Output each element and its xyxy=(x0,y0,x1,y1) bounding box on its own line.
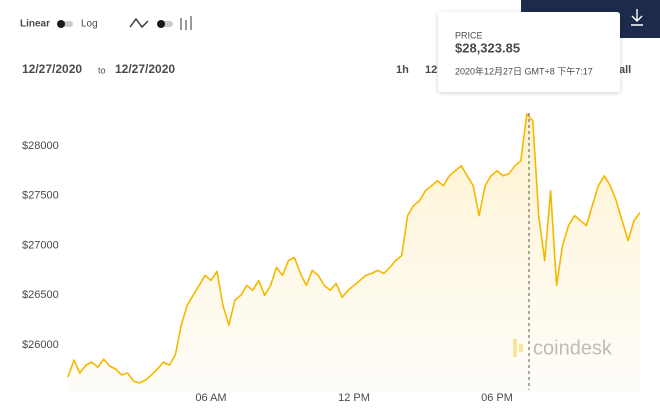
range-button[interactable]: 12 xyxy=(425,64,437,76)
x-tick-label: 06 AM xyxy=(195,392,226,404)
tooltip-time: 2020年12月27日 GMT+8 下午7:17 xyxy=(455,65,593,76)
y-tick-label: $27000 xyxy=(22,239,59,251)
y-tick-label: $26000 xyxy=(22,339,59,351)
watermark-text: coindesk xyxy=(533,337,613,359)
date-to[interactable]: 12/27/2020 xyxy=(115,62,175,76)
area xyxy=(68,114,640,392)
price-line xyxy=(67,113,641,384)
tooltip-value: $28,323.85 xyxy=(455,40,520,55)
tooltip-label: PRICE xyxy=(455,30,483,40)
type-toggle-knob xyxy=(157,20,165,28)
y-tick-label: $26500 xyxy=(22,289,59,301)
range-button[interactable]: 1h xyxy=(396,64,409,76)
range-button[interactable]: all xyxy=(619,64,631,76)
watermark: coindesk xyxy=(513,337,613,359)
date-from[interactable]: 12/27/2020 xyxy=(22,62,82,76)
date-separator: to xyxy=(98,65,106,75)
scale-log[interactable]: Log xyxy=(81,19,98,30)
line-icon[interactable] xyxy=(129,17,149,29)
y-tick-label: $28000 xyxy=(22,140,59,152)
tooltip: PRICE $28,323.85 2020年12月27日 GMT+8 下午7:1… xyxy=(438,12,620,92)
y-tick-label: $27500 xyxy=(22,190,59,202)
plot-area: $26000 $26500 $27000 $27500 $28000 06 AM 12 PM… xyxy=(22,113,641,404)
download-icon xyxy=(631,9,643,26)
scale-toggle-knob xyxy=(57,20,65,28)
tooltip-box xyxy=(438,12,620,92)
x-tick-label: 12 PM xyxy=(338,392,370,404)
x-tick-label: 06 PM xyxy=(481,392,513,404)
ohlc-icon[interactable] xyxy=(180,16,192,30)
scale-linear[interactable]: Linear xyxy=(20,19,50,30)
